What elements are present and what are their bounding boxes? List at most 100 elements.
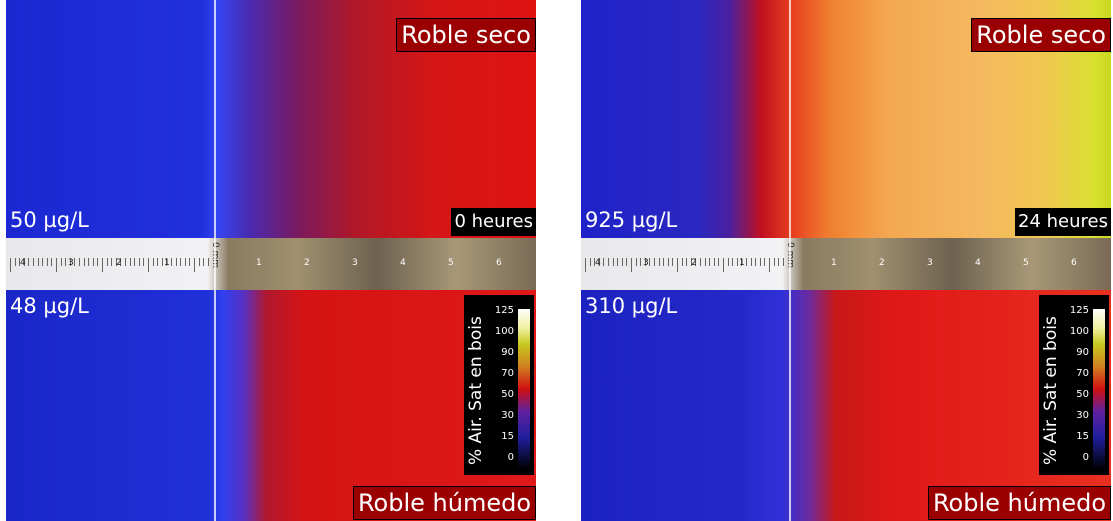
ruler-tick (130, 258, 131, 266)
ruler-tick (171, 258, 172, 266)
ruler-tick (84, 258, 85, 266)
ruler-label: 2 (304, 258, 310, 268)
ruler-label: 2 (116, 258, 122, 268)
ruler-tick (590, 258, 591, 266)
ruler-tick (97, 258, 98, 266)
ruler-tick (714, 258, 715, 266)
ruler-tick (663, 258, 664, 266)
ruler-label: 3 (68, 258, 74, 268)
ruler-tick (613, 258, 614, 266)
colorbar-tick: 30 (501, 410, 514, 421)
ruler-tick (686, 258, 687, 266)
colorbar-tick: 125 (495, 305, 514, 316)
ruler-tick (677, 258, 678, 272)
time-label: 0 heures (451, 208, 536, 236)
colorbar-tick: 125 (1070, 305, 1089, 316)
ruler-tick (56, 258, 57, 272)
ruler-tick (631, 258, 632, 272)
ruler-tick (79, 258, 80, 266)
vertical-line (214, 0, 216, 521)
ruler-tick (737, 258, 738, 266)
ruler-tick (88, 258, 89, 266)
ruler-tick (640, 258, 641, 266)
ruler-label: 2 (691, 258, 697, 268)
top-label: Roble seco (971, 18, 1111, 52)
ruler-tick (626, 258, 627, 266)
ruler-tick (203, 258, 204, 266)
ruler-tick (718, 258, 719, 266)
ruler-tick (709, 258, 710, 266)
ruler-tick (755, 258, 756, 266)
ruler-tick (93, 258, 94, 266)
colorbar-tick: 0 (508, 452, 514, 463)
ruler-label: 5 (448, 258, 454, 268)
colorbar-tick: 70 (1076, 368, 1089, 379)
ruler-tick (180, 258, 181, 266)
ruler-tick (125, 258, 126, 266)
colorbar-tick: 15 (1076, 431, 1089, 442)
ruler-tick (176, 258, 177, 266)
ruler-tick (617, 258, 618, 266)
colorbar: % Air. Sat en bois12510090705030150 (464, 295, 534, 475)
ruler-tick (153, 258, 154, 266)
ruler-tick (659, 258, 660, 266)
ruler-tick (162, 258, 163, 266)
colorbar-title: % Air. Sat en bois (1041, 316, 1061, 465)
ruler-tick (654, 258, 655, 266)
ruler-tick (47, 258, 48, 266)
vertical-line (789, 0, 791, 521)
ruler-tick (751, 258, 752, 266)
ruler-tick (189, 258, 190, 266)
ruler-tick (111, 258, 112, 266)
ruler-tick (28, 258, 29, 266)
ruler-tick (769, 258, 770, 272)
ruler-tick (668, 258, 669, 266)
bottom-concentration: 310 µg/L (585, 294, 677, 318)
ruler-tick (51, 258, 52, 266)
ruler-tick (74, 258, 75, 266)
ruler-label: 1 (164, 258, 170, 268)
ruler-label: 1 (739, 258, 745, 268)
ruler-label: 3 (352, 258, 358, 268)
ruler-tick (764, 258, 765, 266)
colorbar-tick: 15 (501, 431, 514, 442)
ruler-tick (10, 258, 11, 272)
ruler-label: 4 (400, 258, 406, 268)
ruler-tick (42, 258, 43, 266)
colorbar-tick: 90 (1076, 347, 1089, 358)
ruler-tick (65, 258, 66, 266)
bottom-concentration: 48 µg/L (10, 294, 89, 318)
ruler-tick (705, 258, 706, 266)
ruler-tick (143, 258, 144, 266)
colorbar-tick: 70 (501, 368, 514, 379)
top-concentration: 925 µg/L (585, 208, 677, 232)
colorbar-gradient (518, 309, 530, 469)
ruler-tick (185, 258, 186, 266)
ruler-tick (38, 258, 39, 266)
image-panel: 43210 mm123456Roble seco925 µg/L24 heure… (581, 0, 1111, 521)
top-label: Roble seco (396, 18, 536, 52)
colorbar-tick: 50 (1076, 389, 1089, 400)
ruler-label: 3 (927, 258, 933, 268)
ruler-tick (603, 258, 604, 266)
ruler-tick (199, 258, 200, 266)
colorbar-tick: 100 (495, 326, 514, 337)
top-concentration: 50 µg/L (10, 208, 89, 232)
ruler-label: 1 (831, 258, 837, 268)
ruler-label: 2 (879, 258, 885, 268)
ruler-label: 4 (975, 258, 981, 268)
ruler-tick (783, 258, 784, 266)
ruler-tick (33, 258, 34, 266)
ruler-tick (728, 258, 729, 266)
ruler-tick (139, 258, 140, 266)
ruler-label: 6 (1071, 258, 1077, 268)
ruler-tick (194, 258, 195, 272)
ruler-tick (15, 258, 16, 266)
ruler-label: 4 (20, 258, 26, 268)
ruler-label: 3 (643, 258, 649, 268)
time-label: 24 heures (1015, 208, 1111, 236)
ruler-label: 1 (256, 258, 262, 268)
colorbar-tick: 30 (1076, 410, 1089, 421)
bottom-label: Roble húmedo (928, 486, 1111, 520)
